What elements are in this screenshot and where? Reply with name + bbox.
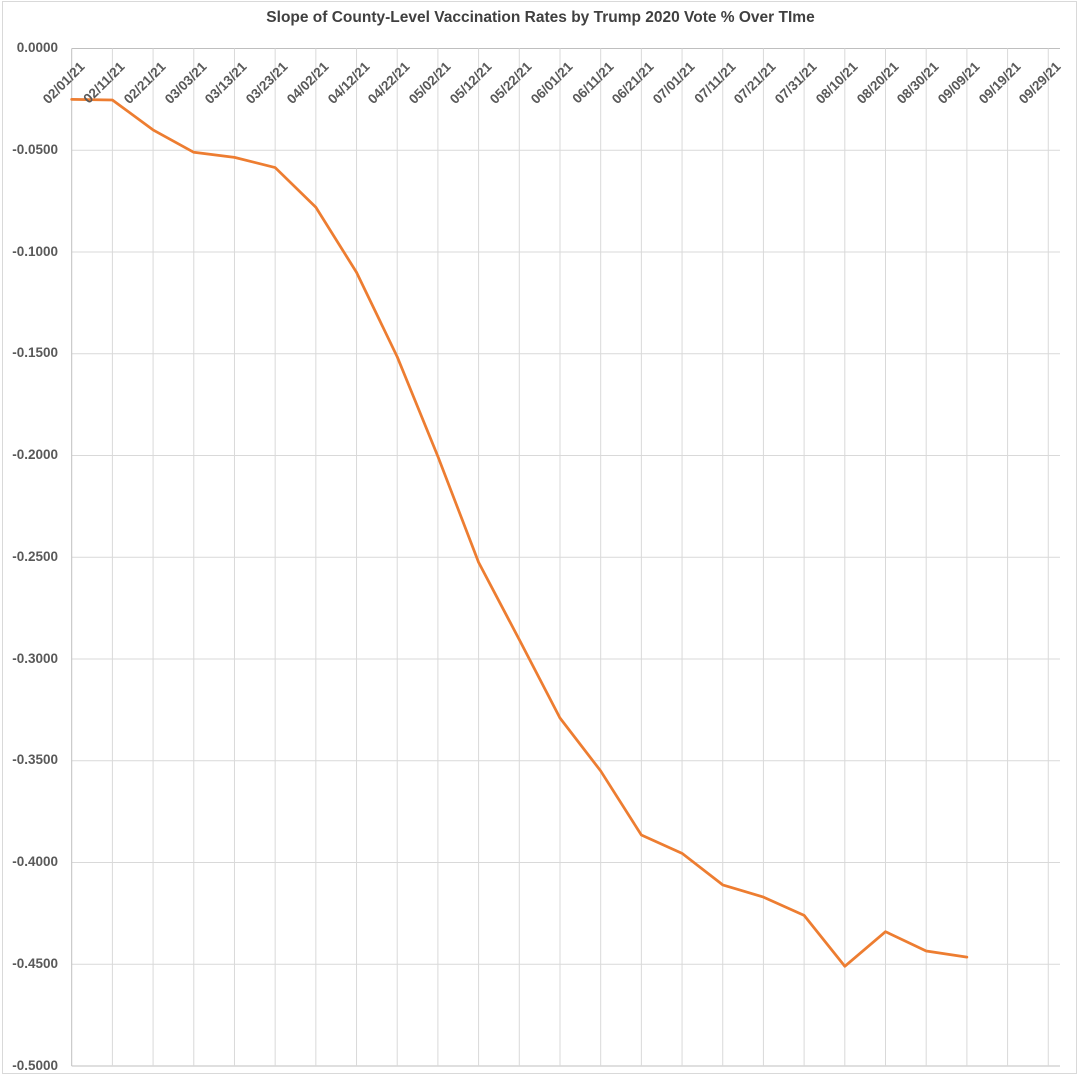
y-tick-label: -0.1000 bbox=[12, 243, 58, 259]
y-tick-label: -0.3000 bbox=[12, 650, 58, 666]
y-tick-label: -0.5000 bbox=[12, 1057, 58, 1073]
y-tick-label: -0.2000 bbox=[12, 447, 58, 462]
y-tick-label: -0.4500 bbox=[12, 955, 58, 971]
y-tick-label: -0.1500 bbox=[12, 345, 58, 361]
chart-title: Slope of County-Level Vaccination Rates … bbox=[266, 9, 815, 26]
series-line bbox=[70, 98, 969, 968]
y-tick-label: -0.0500 bbox=[12, 141, 58, 157]
y-tick-label: -0.2500 bbox=[12, 548, 58, 564]
y-tick-label: -0.4000 bbox=[12, 854, 58, 869]
y-tick-label: -0.3500 bbox=[12, 752, 58, 768]
y-tick-label: 0.0000 bbox=[16, 40, 58, 55]
